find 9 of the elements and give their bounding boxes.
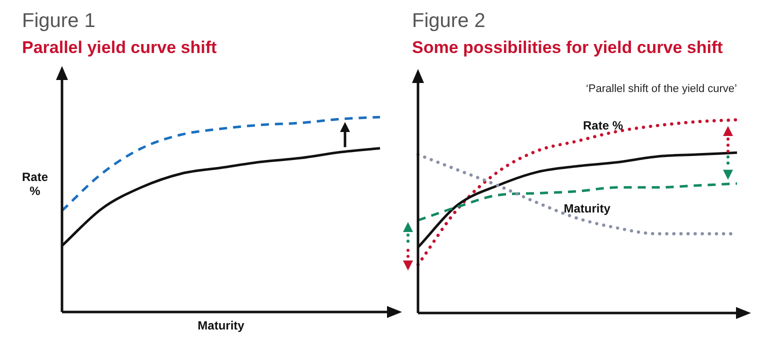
chart-title: Figure 1: [22, 10, 96, 33]
chart-title: Figure 2: [412, 10, 486, 33]
chart-subtitle: Some possibilities for yield curve shift: [412, 38, 723, 58]
text: ‘Parallel shift of the yield curve’: [586, 83, 737, 96]
y-axis-title: Rate %: [20, 170, 49, 198]
y-axis-title: Rate %: [583, 118, 624, 132]
x-axis-title: Maturity: [564, 202, 611, 216]
x-axis-title: Maturity: [198, 318, 245, 332]
chart-subtitle: Parallel yield curve shift: [22, 38, 217, 58]
